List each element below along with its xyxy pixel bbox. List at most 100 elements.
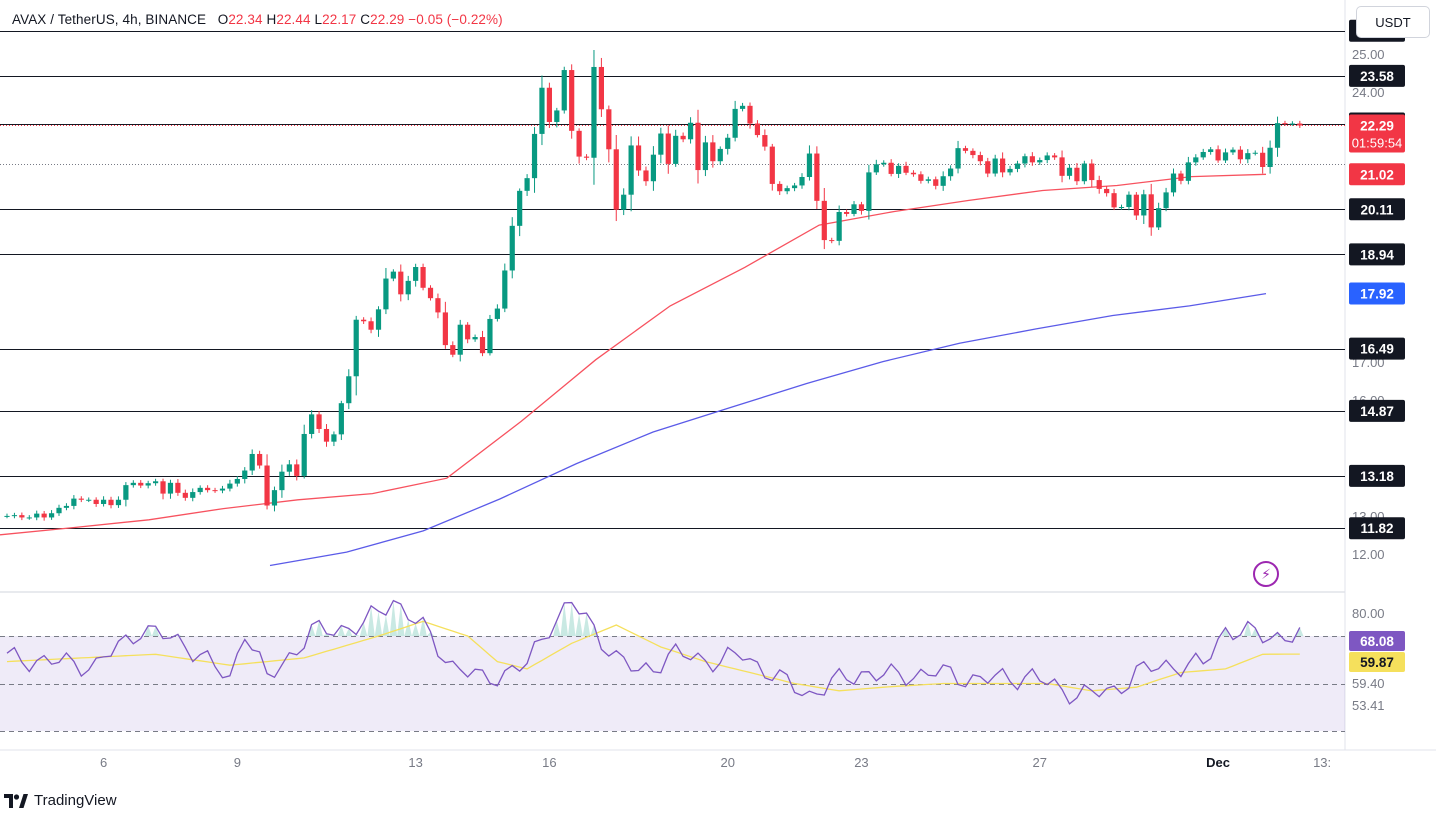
candle-body-83 — [621, 194, 627, 210]
candle-body-85 — [635, 145, 642, 171]
moving-averages — [0, 173, 1267, 567]
candle-body-51 — [383, 278, 389, 310]
candle-body-50 — [375, 309, 382, 330]
candle-body-160 — [1193, 157, 1199, 163]
candle-body-46 — [346, 376, 352, 404]
candle-body-107 — [799, 176, 805, 186]
level-tag-13.18-bg — [1349, 464, 1405, 487]
candle-body-165 — [1230, 149, 1236, 153]
candle-body-11 — [86, 499, 92, 501]
candle-body-90 — [673, 135, 679, 164]
candle-body-55 — [413, 267, 419, 281]
candle-body-21 — [160, 481, 166, 494]
level-tag-16.49-bg — [1349, 337, 1405, 360]
last-price-tag: 22.29 — [1360, 118, 1394, 133]
tradingview-logo-icon — [4, 793, 28, 808]
candle-body-168 — [1252, 152, 1258, 154]
low-label: L — [314, 12, 323, 27]
candle-body-76 — [569, 70, 575, 131]
high-label: H — [266, 12, 277, 27]
level-tag-18.94-bg — [1349, 243, 1405, 266]
candle-body-64 — [479, 337, 486, 354]
level-tag-23.58-bg — [1349, 64, 1405, 87]
candle-body-99 — [739, 105, 746, 109]
rsi-tag: 68.08 — [1360, 634, 1394, 649]
candle-body-96 — [717, 148, 723, 162]
candle-body-164 — [1222, 152, 1229, 161]
candle-body-10 — [78, 498, 84, 500]
candle-body-28 — [212, 490, 218, 492]
time-tick-9: 9 — [234, 755, 241, 770]
candle-body-158 — [1178, 173, 1184, 181]
candle-body-91 — [680, 135, 686, 140]
candle-body-62 — [465, 324, 471, 340]
candle-body-120 — [896, 165, 902, 174]
candle-body-19 — [145, 483, 151, 486]
level-tag-20.11: 20.11 — [1360, 202, 1394, 217]
candle-body-144 — [1074, 167, 1080, 182]
candle-body-41 — [309, 414, 315, 434]
candle-body-133 — [992, 158, 998, 174]
level-tag-11.82-bg — [1349, 517, 1405, 540]
candle-body-156 — [1163, 192, 1169, 209]
time-axis[interactable]: 6 9 13 16 20 23 27 Dec 13: — [100, 755, 1331, 770]
candle-body-167 — [1245, 153, 1251, 160]
ema-short-tag-bg — [1349, 163, 1405, 186]
candle-body-101 — [754, 123, 761, 136]
candle-body-92 — [687, 122, 694, 140]
level-tag-18.94: 18.94 — [1360, 247, 1394, 262]
candle-body-113 — [843, 212, 850, 214]
candle-body-128 — [955, 148, 961, 169]
time-tick-13: 13 — [408, 755, 422, 770]
price-axis[interactable]: 25.0024.0017.0016.0014.0013.0012.0080.00… — [1349, 19, 1405, 713]
rsi-overbought-fill — [122, 600, 1304, 636]
currency-button[interactable]: USDT — [1356, 6, 1430, 38]
ohlc-legend: AVAX / TetherUS, 4h, BINANCE O22.34 H22.… — [12, 12, 503, 27]
candle-body-70 — [524, 178, 530, 191]
candle-body-59 — [442, 312, 448, 346]
horizontal-levels — [0, 31, 1345, 529]
rsi-band-fill — [0, 636, 1345, 731]
candle-body-161 — [1200, 151, 1206, 158]
candle-body-8 — [63, 505, 70, 508]
ema-long-tag-bg — [1349, 282, 1405, 305]
close-value: 22.29 — [370, 12, 405, 27]
candle-body-118 — [881, 162, 887, 165]
candle-body-3 — [26, 517, 32, 519]
level-tag-16.49: 16.49 — [1360, 342, 1394, 357]
tradingview-logo[interactable]: TradingView — [4, 792, 117, 809]
candle-body-12 — [93, 499, 99, 504]
candle-body-34 — [257, 453, 263, 466]
candle-body-24 — [182, 492, 188, 498]
candle-body-44 — [331, 434, 337, 442]
candle-body-7 — [56, 507, 62, 514]
candle-body-125 — [933, 179, 939, 186]
candle-body-84 — [628, 145, 634, 195]
candle-body-32 — [242, 470, 248, 479]
candle-body-147 — [1096, 180, 1102, 189]
candle-body-159 — [1185, 162, 1191, 181]
candle-body-20 — [153, 481, 159, 484]
change-value: −0.05 (−0.22%) — [408, 12, 503, 27]
candle-body-86 — [643, 170, 649, 182]
rsi-pane — [0, 599, 1345, 732]
candle-body-155 — [1156, 208, 1162, 228]
candle-body-45 — [338, 403, 344, 435]
symbol-title[interactable]: AVAX / TetherUS, 4h, BINANCE — [12, 12, 207, 27]
candle-body-171 — [1274, 123, 1281, 148]
candle-body-141 — [1052, 155, 1058, 158]
candle-body-122 — [910, 172, 917, 175]
ema-long-line — [269, 292, 1267, 567]
candle-body-68 — [509, 225, 515, 271]
candle-body-31 — [234, 478, 240, 484]
candle-body-154 — [1148, 194, 1154, 228]
candle-body-140 — [1044, 155, 1050, 161]
last-price-tag-bg — [1349, 114, 1405, 153]
candle-body-6 — [48, 513, 55, 518]
candle-body-136 — [1014, 163, 1021, 169]
lightning-icon[interactable]: ⚡ — [1253, 561, 1279, 587]
candle-body-169 — [1260, 152, 1266, 167]
rsi-tag-bg — [1349, 631, 1405, 651]
candle-body-134 — [1000, 158, 1006, 173]
